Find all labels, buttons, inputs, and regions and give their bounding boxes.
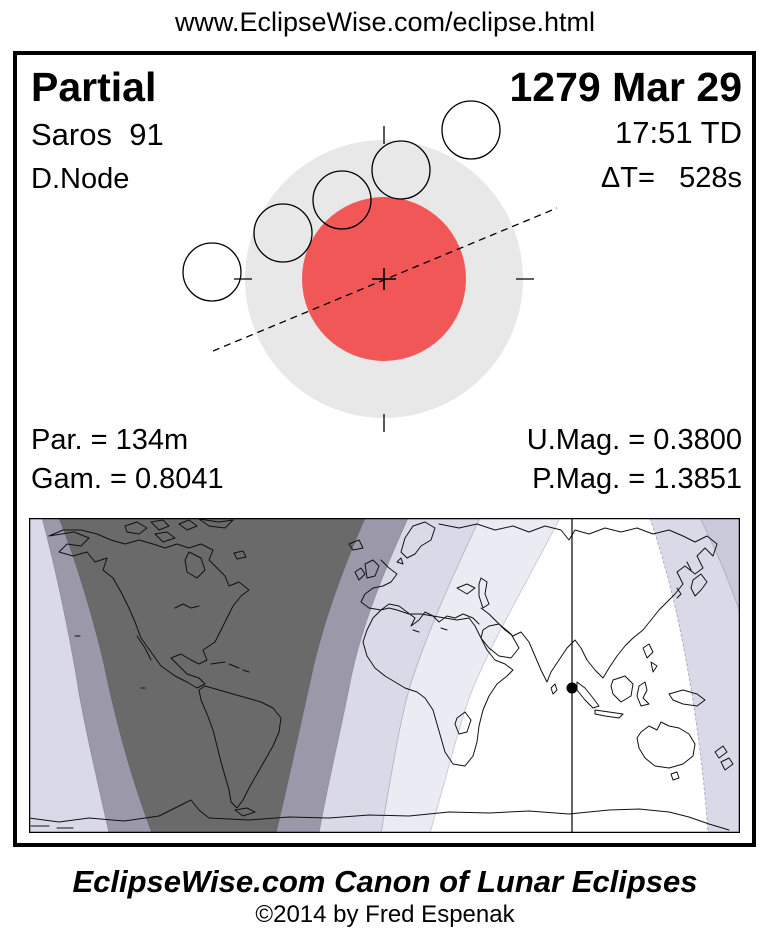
baja-california: [136, 635, 152, 661]
new-zealand: [714, 745, 734, 771]
indonesia: [576, 675, 706, 719]
visibility-map: [29, 518, 740, 833]
tierra-del-fuego: [234, 807, 256, 817]
footer-copyright: ©2014 by Fred Espenak: [255, 901, 515, 928]
south-america: [198, 685, 282, 809]
partial-duration-value: Par. = 134m: [31, 424, 189, 456]
japan: [690, 573, 708, 597]
time-label: 17:51 TD: [615, 115, 742, 150]
node-label: D.Node: [31, 163, 130, 195]
pacific-islands: [74, 635, 146, 689]
map-border: [29, 518, 740, 833]
korea-sakhalin: [676, 561, 692, 599]
eclipse-diagram: [182, 100, 558, 432]
australia: [636, 721, 696, 781]
moon-position-circle: [371, 140, 431, 200]
eclipse-type-label: Partial: [31, 64, 157, 110]
iceland: [233, 539, 364, 560]
gamma-value: Gam. = 0.8041: [31, 463, 224, 495]
footer-title: EclipseWise.com Canon of Lunar Eclipses: [72, 864, 698, 899]
north-america: [48, 529, 250, 689]
delta-t-label: ΔT= 528s: [600, 162, 742, 194]
sri-lanka: [550, 683, 558, 695]
umbral-magnitude-value: U.Mag. = 0.3800: [526, 424, 742, 456]
moon-contact-positions: [182, 100, 501, 302]
saros-label: Saros 91: [31, 117, 164, 152]
eclipse-date-label: 1279 Mar 29: [509, 64, 742, 110]
asia-coast: [438, 523, 718, 683]
moon-position-circle: [312, 170, 372, 230]
arabia: [480, 623, 520, 659]
moon-position-circle: [441, 100, 501, 160]
sublunar-point-dot: [566, 682, 578, 694]
arctic-islands: [124, 518, 234, 543]
caribbean-islands: [210, 661, 250, 673]
scandinavia: [396, 521, 436, 565]
black-sea: [456, 583, 476, 595]
antarctica: [29, 799, 730, 831]
europe-mediterranean: [360, 559, 480, 633]
coastlines: [29, 518, 734, 831]
philippines: [642, 643, 658, 673]
penumbra-edge-ticks: [234, 126, 534, 432]
british-isles: [354, 559, 380, 581]
zone-penumbral-right: [649, 518, 740, 833]
moon-position-circle: [253, 203, 313, 263]
center-cross: [372, 268, 396, 290]
hudson-bay: [184, 551, 206, 579]
madagascar: [454, 711, 472, 735]
penumbral-magnitude-value: P.Mag. = 1.3851: [532, 463, 742, 495]
great-lakes: [174, 603, 200, 609]
url-header: www.EclipseWise.com/eclipse.html: [174, 7, 596, 37]
africa: [362, 607, 514, 767]
caspian-sea: [478, 577, 490, 609]
moon-position-circle: [182, 242, 242, 302]
zone-not-visible: [58, 518, 366, 833]
